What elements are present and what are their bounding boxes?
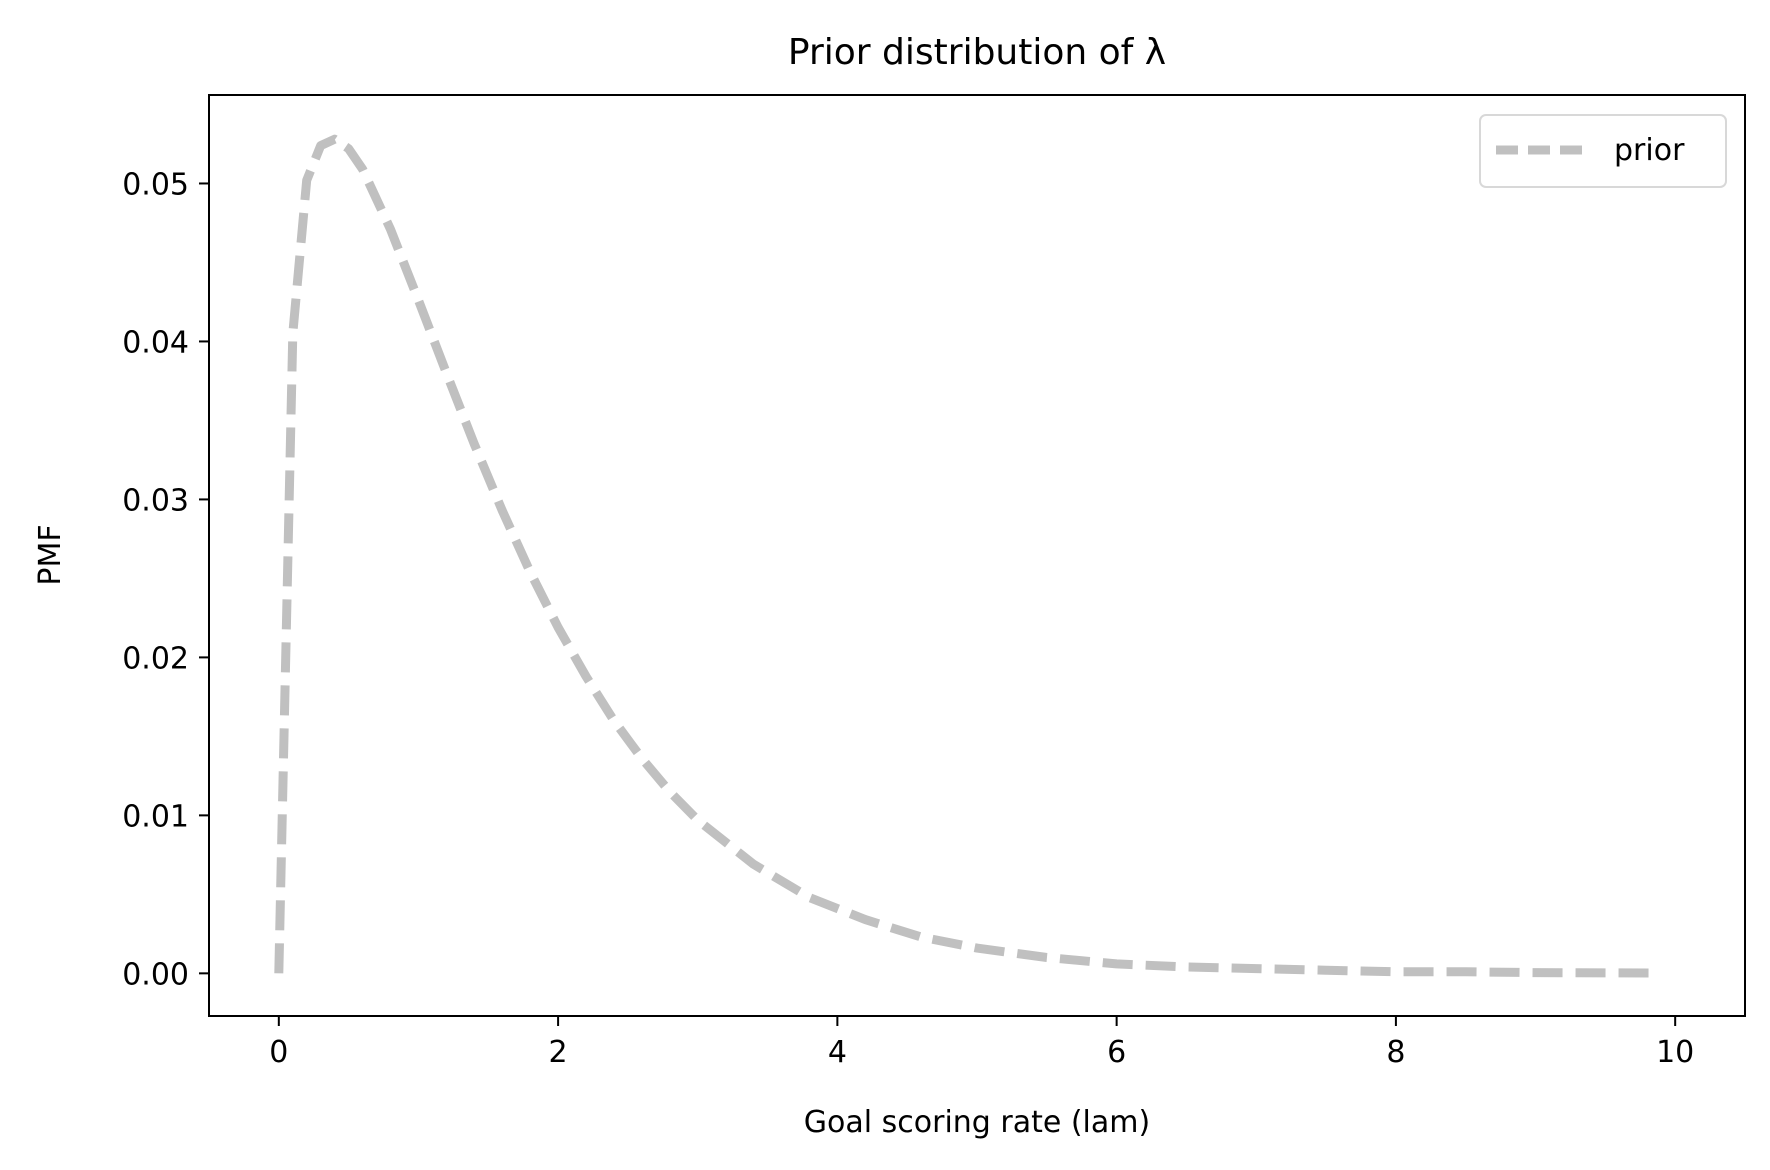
- x-tick-label: 2: [549, 1035, 568, 1070]
- y-tick-label: 0.03: [122, 483, 189, 518]
- chart-title: Prior distribution of λ: [788, 32, 1166, 73]
- legend-box: [1479, 114, 1727, 188]
- series-layer: [274, 134, 1662, 978]
- x-tick-label: 6: [1107, 1035, 1126, 1070]
- x-tick-label: 0: [269, 1035, 288, 1070]
- y-tick-label: 0.02: [122, 641, 189, 676]
- y-tick-label: 0.01: [122, 799, 189, 834]
- x-tick-label: 4: [828, 1035, 847, 1070]
- y-tick-label: 0.04: [122, 325, 189, 360]
- y-axis: 0.00 0.01 0.02 0.03 0.04 0.05: [122, 167, 209, 992]
- x-tick-label: 8: [1386, 1035, 1405, 1070]
- plot-frame: [208, 94, 1746, 1017]
- x-tick-label: 10: [1656, 1035, 1694, 1070]
- legend-label-prior: prior: [1614, 133, 1685, 168]
- legend: prior: [1479, 114, 1727, 188]
- y-axis-title: PMF: [33, 524, 68, 585]
- x-axis-title: Goal scoring rate (lam): [804, 1105, 1150, 1140]
- x-axis: 0 2 4 6 8 10: [269, 1016, 1694, 1070]
- y-tick-label: 0.05: [122, 167, 189, 202]
- series-line-prior: [274, 134, 1662, 978]
- y-tick-label: 0.00: [122, 957, 189, 992]
